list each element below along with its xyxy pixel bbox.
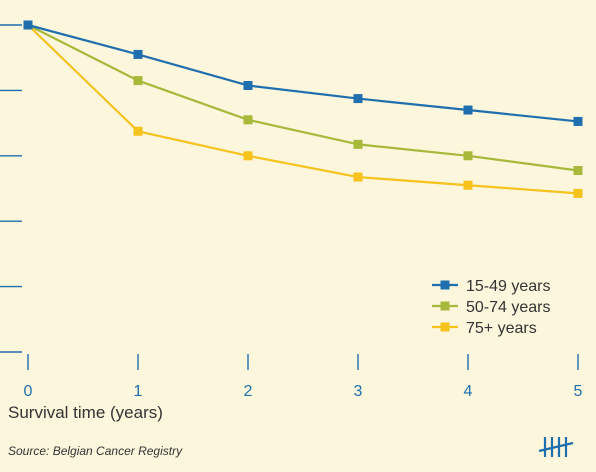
series-point-2 (463, 180, 473, 190)
series-point-2 (353, 172, 363, 182)
x-tick-label: 2 (244, 383, 253, 400)
legend-swatch-marker (440, 322, 450, 332)
x-axis-title: Survival time (years) (8, 403, 163, 422)
series-line-0 (27, 23, 579, 123)
series-point-1 (353, 139, 363, 149)
series-point-0 (133, 49, 143, 59)
series-point-0 (243, 80, 253, 90)
series-point-2 (133, 126, 143, 136)
legend-label: 50-74 years (466, 299, 551, 316)
series-point-0 (573, 116, 583, 126)
series-point-1 (133, 76, 143, 86)
x-tick-label: 4 (464, 383, 473, 400)
series-point-0 (23, 20, 33, 30)
x-tick-label: 5 (574, 383, 583, 400)
tally-marks-logo (538, 437, 574, 457)
x-tick-label: 3 (354, 383, 363, 400)
series-point-1 (243, 115, 253, 125)
series-point-2 (243, 151, 253, 161)
legend-label: 75+ years (466, 320, 537, 337)
series-point-1 (463, 151, 473, 161)
series-point-0 (353, 94, 363, 104)
axes-group: 0 1 2 3 4 5 (0, 24, 583, 400)
series-lines-group (27, 23, 579, 195)
series-point-2 (573, 188, 583, 198)
x-tick-label: 1 (134, 383, 143, 400)
legend-swatch-marker (440, 280, 450, 290)
legend-swatch-marker (440, 301, 450, 311)
source-note: Source: Belgian Cancer Registry (8, 444, 183, 458)
legend: 15-49 years 50-74 years 75+ years (432, 278, 551, 337)
series-point-0 (463, 105, 473, 115)
series-markers-group (23, 20, 583, 198)
legend-label: 15-49 years (466, 278, 551, 295)
series-point-1 (573, 166, 583, 176)
x-tick-label: 0 (24, 383, 33, 400)
series-line-1 (27, 24, 579, 172)
series-line-2 (27, 24, 579, 195)
